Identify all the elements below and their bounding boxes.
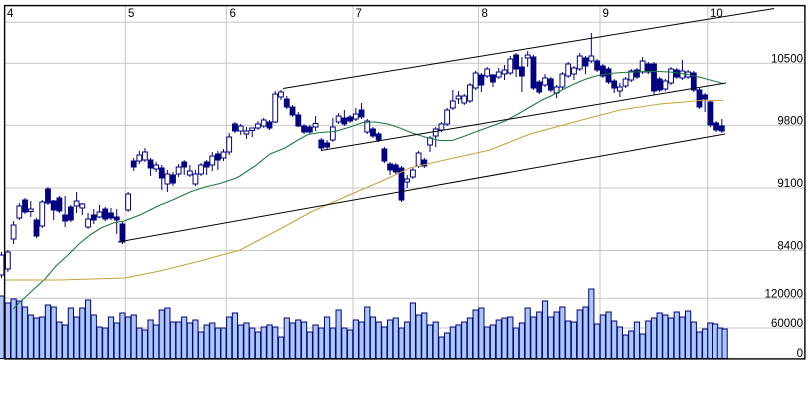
svg-text:10: 10: [710, 8, 723, 20]
svg-text:9800: 9800: [777, 116, 803, 128]
svg-text:8400: 8400: [777, 241, 803, 253]
svg-text:60000: 60000: [771, 318, 803, 330]
svg-text:6: 6: [230, 8, 236, 20]
svg-text:5: 5: [128, 8, 134, 20]
svg-text:9: 9: [603, 8, 609, 20]
svg-text:7: 7: [356, 8, 362, 20]
svg-text:4: 4: [7, 8, 14, 20]
svg-text:9100: 9100: [777, 178, 803, 190]
svg-text:120000: 120000: [765, 289, 803, 301]
svg-text:8: 8: [482, 8, 488, 20]
svg-text:10500: 10500: [771, 54, 803, 66]
svg-text:0: 0: [797, 348, 803, 360]
